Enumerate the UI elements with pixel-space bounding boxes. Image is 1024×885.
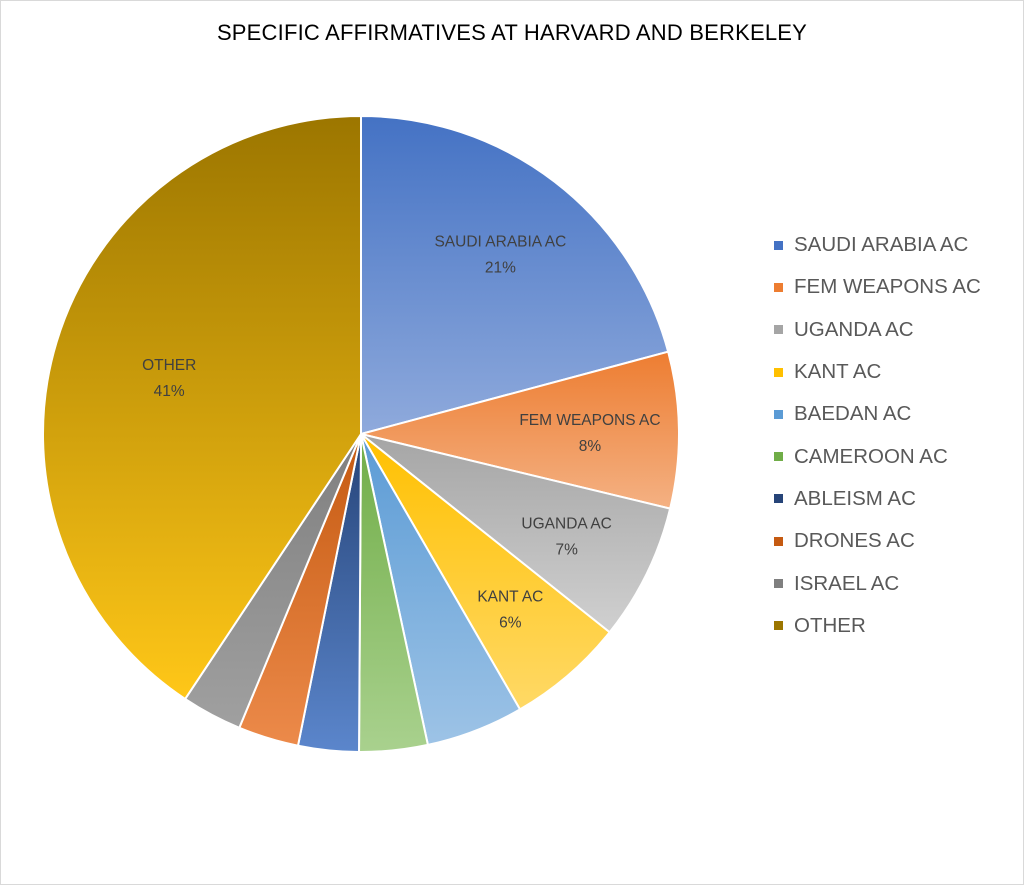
- legend-swatch: [774, 579, 783, 589]
- data-label-percent-kant-ac: 6%: [499, 615, 522, 632]
- pie-slice-uganda-ac: [360, 433, 672, 634]
- legend-label: FEM WEAPONS AC: [794, 275, 981, 299]
- legend-swatch: [774, 536, 783, 546]
- legend-label: UGANDA AC: [794, 317, 914, 341]
- legend-item-saudi-arabia-ac: SAUDI ARABIA AC: [774, 224, 981, 266]
- legend-item-uganda-ac: UGANDA AC: [774, 309, 981, 351]
- legend-swatch: [774, 240, 783, 250]
- chart-legend: SAUDI ARABIA AC FEM WEAPONS AC UGANDA AC KA…: [774, 224, 981, 647]
- data-label-name-saudi-arabia-ac: SAUDI ARABIA AC: [434, 233, 566, 250]
- legend-label: CAMEROON AC: [794, 444, 948, 468]
- pie-slice-fem-weapons-ac: [360, 350, 680, 510]
- pie-slice-kant-ac: [360, 433, 612, 711]
- data-label-percent-uganda-ac: 7%: [555, 542, 578, 559]
- legend-label: KANT AC: [794, 360, 882, 384]
- data-label-name-other: OTHER: [142, 357, 196, 374]
- pie-slice-saudi-arabia-ac: [360, 114, 670, 436]
- pie-slice-labels: SAUDI ARABIA AC 21% FEM WEAPONS AC 8% UGANDA…: [142, 233, 660, 631]
- legend-item-ableism-ac: ABLEISM AC: [774, 478, 981, 520]
- data-label-name-uganda-ac: UGANDA AC: [521, 516, 611, 533]
- legend-item-cameroon-ac: CAMEROON AC: [774, 435, 981, 477]
- legend-label: OTHER: [794, 613, 866, 637]
- legend-item-israel-ac: ISRAEL AC: [774, 562, 981, 604]
- legend-item-kant-ac: KANT AC: [774, 351, 981, 393]
- data-label-percent-other: 41%: [154, 383, 185, 400]
- legend-swatch: [774, 494, 783, 504]
- pie-slice-other: [42, 114, 362, 701]
- pie-slices: [42, 114, 680, 754]
- chart-title: SPECIFIC AFFIRMATIVES AT HARVARD AND BER…: [216, 20, 808, 45]
- legend-label: DRONES AC: [794, 529, 915, 553]
- legend-label: ISRAEL AC: [794, 571, 900, 595]
- data-label-percent-fem-weapons-ac: 8%: [579, 438, 602, 455]
- legend-swatch: [774, 325, 783, 335]
- data-label-name-kant-ac: KANT AC: [477, 589, 543, 606]
- legend-swatch: [774, 367, 783, 377]
- legend-item-baedan-ac: BAEDAN AC: [774, 393, 981, 435]
- data-label-percent-saudi-arabia-ac: 21%: [485, 259, 516, 276]
- legend-item-other: OTHER: [774, 605, 981, 647]
- legend-item-drones-ac: DRONES AC: [774, 520, 981, 562]
- legend-swatch: [774, 621, 783, 631]
- legend-item-fem-weapons-ac: FEM WEAPONS AC: [774, 266, 981, 308]
- legend-swatch: [774, 452, 783, 462]
- legend-label: ABLEISM AC: [794, 486, 916, 510]
- legend-swatch: [774, 409, 783, 419]
- data-label-name-fem-weapons-ac: FEM WEAPONS AC: [519, 412, 660, 429]
- legend-swatch: [774, 282, 783, 292]
- legend-label: SAUDI ARABIA AC: [794, 233, 969, 257]
- legend-label: BAEDAN AC: [794, 402, 912, 426]
